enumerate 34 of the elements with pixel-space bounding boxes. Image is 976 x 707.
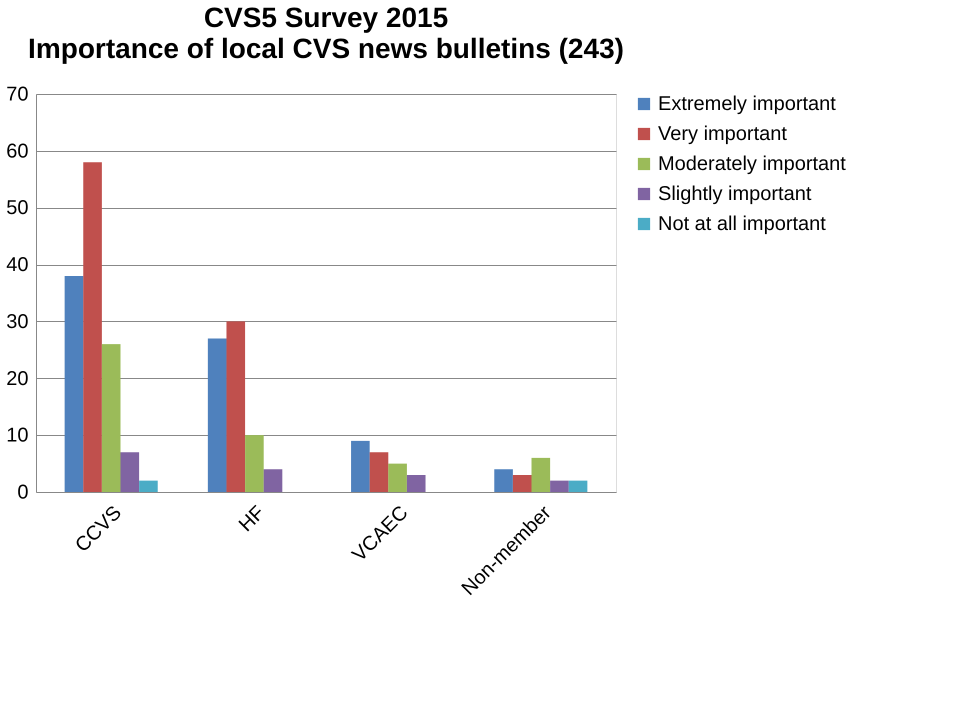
- legend-label: Slightly important: [658, 183, 812, 205]
- y-tick-label: 60: [6, 140, 28, 162]
- y-tick-label: 10: [6, 424, 28, 447]
- bar: [494, 469, 513, 492]
- bar: [532, 458, 550, 492]
- y-tick-label: 40: [6, 254, 28, 276]
- bar: [351, 440, 370, 492]
- bar: [264, 469, 282, 492]
- legend-label: Not at all important: [658, 213, 826, 235]
- bar: [120, 452, 140, 492]
- bar: [64, 276, 84, 492]
- bar: [370, 452, 388, 492]
- y-tick-label: 50: [6, 197, 28, 220]
- legend-label: Moderately important: [658, 153, 846, 175]
- bar: [139, 480, 158, 492]
- y-tick-label: 20: [6, 368, 28, 390]
- chart-subtitle: Importance of local CVS news bulletins (243): [28, 33, 624, 64]
- legend-label: Extremely important: [658, 93, 836, 115]
- bar: [406, 474, 426, 492]
- bar: [245, 435, 264, 492]
- y-tick-label: 70: [6, 84, 28, 106]
- bar: [102, 344, 120, 492]
- bar: [568, 480, 588, 492]
- legend-label: Very important: [658, 123, 788, 145]
- y-tick-label: 0: [17, 482, 28, 504]
- bar: [550, 480, 569, 492]
- bar: [226, 321, 246, 492]
- bar: [388, 464, 407, 492]
- bar: [83, 162, 102, 492]
- y-tick-label: 30: [6, 310, 28, 333]
- chart-title: CVS5 Survey 2015: [204, 2, 448, 33]
- x-tick-label: HF: [234, 502, 270, 536]
- bar: [208, 338, 226, 492]
- bar: [512, 474, 532, 492]
